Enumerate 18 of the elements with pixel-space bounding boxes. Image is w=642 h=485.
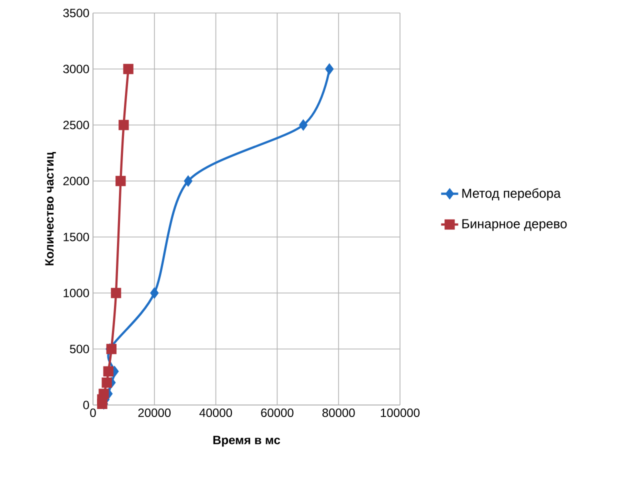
y-tick-label: 1500 — [64, 232, 89, 242]
y-tick-label: 500 — [70, 344, 89, 354]
x-tick-label: 20000 — [138, 408, 171, 418]
x-tick-label: 80000 — [322, 408, 355, 418]
y-tick-label: 2000 — [63, 176, 89, 186]
x-tick-label: 60000 — [261, 408, 294, 418]
x-tick-label: 40000 — [199, 408, 232, 418]
y-tick-label: 2500 — [63, 120, 89, 130]
legend-label: Метод перебора — [462, 188, 561, 200]
x-axis-title: Время в мс — [213, 436, 280, 447]
legend-label: Бинарное дерево — [462, 219, 567, 231]
y-tick-label: 1000 — [64, 288, 89, 298]
y-tick-label: 3000 — [63, 64, 89, 74]
y-tick-label: 0 — [83, 400, 90, 410]
y-tick-label: 3500 — [63, 8, 89, 18]
x-tick-label: 100000 — [380, 408, 420, 418]
y-axis-title: Количество частиц — [45, 152, 56, 266]
x-tick-label: 0 — [90, 408, 96, 418]
